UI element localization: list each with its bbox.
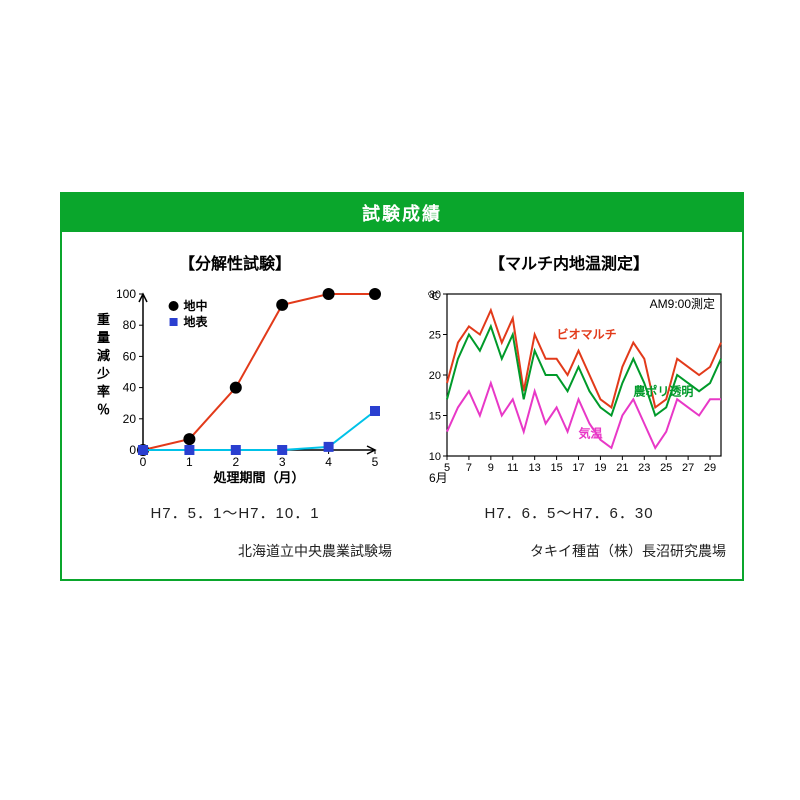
svg-text:0: 0 <box>140 455 147 469</box>
svg-text:19: 19 <box>594 462 606 474</box>
svg-text:80: 80 <box>123 318 137 332</box>
right-title: 【マルチ内地温測定】 <box>489 250 649 274</box>
svg-text:6月: 6月 <box>429 471 448 484</box>
svg-text:℃: ℃ <box>427 291 439 303</box>
svg-text:2: 2 <box>232 455 239 469</box>
svg-text:9: 9 <box>488 462 494 474</box>
left-panel: 【分解性試験】 0 20 40 60 80 100 0 1 2 3 4 5 処理期間（月） 重量減少率 ％ 地… <box>70 242 400 571</box>
svg-text:20: 20 <box>123 412 137 426</box>
svg-text:率: 率 <box>97 384 110 399</box>
svg-text:少: 少 <box>96 366 110 381</box>
svg-text:17: 17 <box>572 462 584 474</box>
left-source: 北海道立中央農業試験場 <box>238 541 400 561</box>
right-panel: 【マルチ内地温測定】 1015202530℃579111315171921232… <box>404 242 734 571</box>
svg-text:量: 量 <box>97 330 110 345</box>
svg-text:減: 減 <box>97 348 110 363</box>
svg-text:農ポリ透明: 農ポリ透明 <box>633 383 693 398</box>
svg-text:25: 25 <box>660 462 672 474</box>
soil-temp-chart: 1015202530℃579111315171921232527296月AM9:… <box>409 284 729 484</box>
card-header: 試験成績 <box>62 194 742 232</box>
svg-text:処理期間（月）: 処理期間（月） <box>212 470 304 484</box>
svg-text:10: 10 <box>429 451 441 463</box>
svg-text:5: 5 <box>372 455 379 469</box>
svg-text:11: 11 <box>507 462 518 474</box>
svg-text:29: 29 <box>704 462 716 474</box>
svg-text:1: 1 <box>186 455 193 469</box>
decomposition-chart: 0 20 40 60 80 100 0 1 2 3 4 5 処理期間（月） 重量減少率 ％ 地中地表 <box>85 284 385 484</box>
svg-text:0: 0 <box>129 443 136 457</box>
panels-row: 【分解性試験】 020406080100012345処理期間（月）重量減少率％地… <box>62 232 742 579</box>
left-caption: H7．5．1～H7．10．1 <box>150 502 319 523</box>
results-card: 試験成績 【分解性試験】 020406080100012345処理期間（月）重量… <box>60 192 744 581</box>
svg-text:重: 重 <box>97 312 110 327</box>
svg-text:60: 60 <box>123 349 137 363</box>
svg-text:25: 25 <box>429 330 441 342</box>
svg-text:AM9:00測定: AM9:00測定 <box>650 296 715 311</box>
svg-text:13: 13 <box>529 462 541 474</box>
svg-text:気温: 気温 <box>579 425 603 440</box>
right-caption: H7．6．5～H7．6．30 <box>484 502 653 523</box>
left-title: 【分解性試験】 <box>179 250 291 274</box>
svg-text:4: 4 <box>325 455 332 469</box>
svg-text:3: 3 <box>279 455 286 469</box>
svg-text:％: ％ <box>97 402 110 417</box>
svg-text:ビオマルチ: ビオマルチ <box>557 327 617 342</box>
right-source: タキイ種苗（株）長沼研究農場 <box>530 541 734 561</box>
svg-text:20: 20 <box>429 370 441 382</box>
svg-text:15: 15 <box>550 462 562 474</box>
svg-text:15: 15 <box>429 411 441 423</box>
svg-text:100: 100 <box>116 287 136 301</box>
svg-text:21: 21 <box>616 462 628 474</box>
svg-text:7: 7 <box>466 462 472 474</box>
svg-text:地表: 地表 <box>184 314 209 329</box>
svg-text:27: 27 <box>682 462 694 474</box>
svg-text:地中: 地中 <box>184 298 208 313</box>
svg-text:23: 23 <box>638 462 650 474</box>
svg-text:40: 40 <box>123 381 137 395</box>
